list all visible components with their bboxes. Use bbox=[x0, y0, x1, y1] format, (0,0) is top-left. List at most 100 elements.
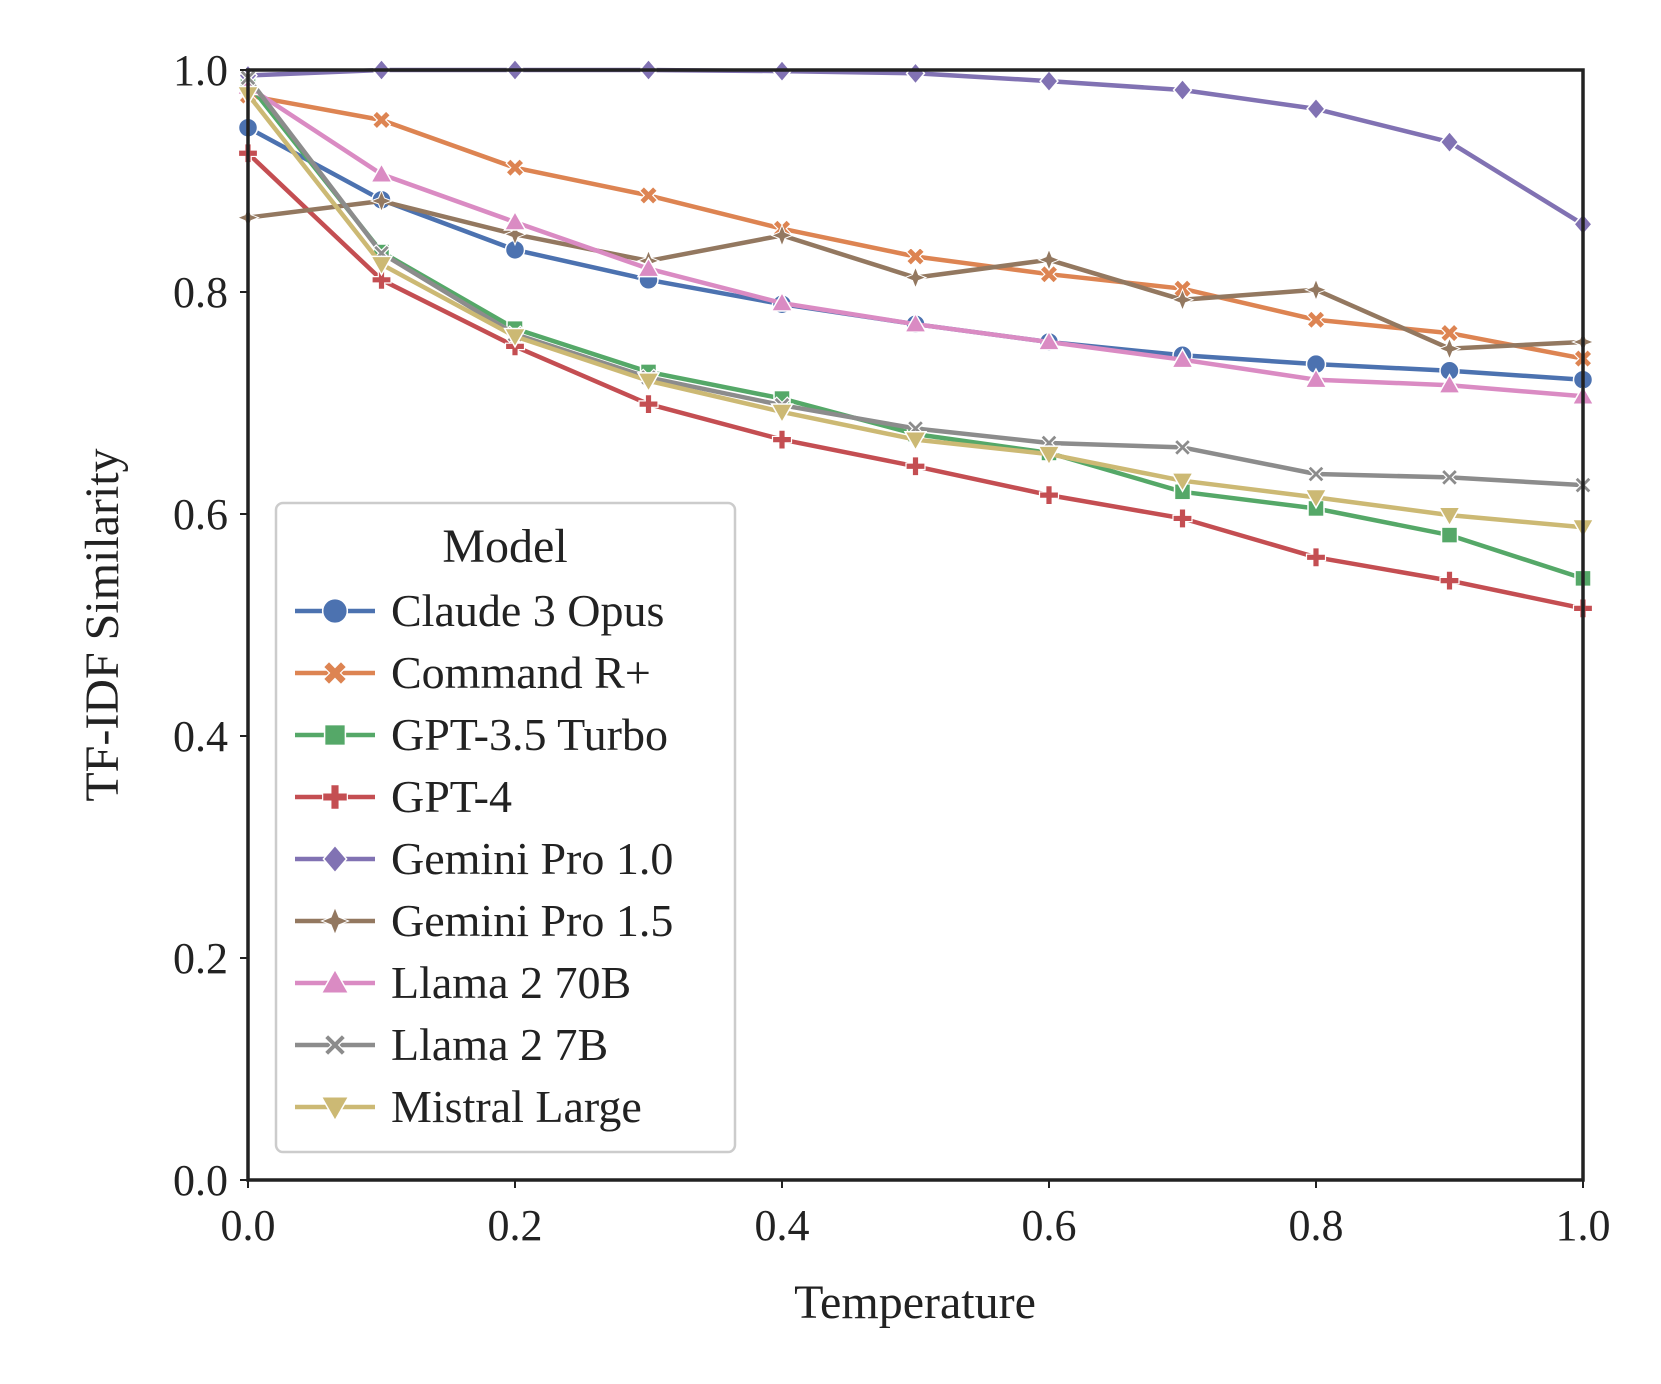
data-point bbox=[505, 157, 525, 178]
legend-item-mistral-large: Mistral Large bbox=[295, 1081, 642, 1132]
data-point bbox=[1304, 277, 1328, 302]
legend-swatch-marker bbox=[321, 597, 349, 625]
data-point bbox=[1039, 69, 1059, 93]
y-tick-label: 0.0 bbox=[173, 1156, 228, 1205]
data-point bbox=[1305, 547, 1327, 568]
data-point bbox=[503, 210, 527, 231]
data-point bbox=[1172, 78, 1193, 102]
data-point bbox=[903, 431, 928, 452]
data-point bbox=[770, 223, 794, 248]
y-axis-ticks: 0.0 0.2 0.4 0.6 0.8 1.0 bbox=[173, 46, 248, 1205]
y-tick-label: 0.6 bbox=[173, 490, 228, 539]
x-tick-label: 1.0 bbox=[1556, 1201, 1611, 1250]
data-point bbox=[638, 394, 659, 415]
data-point bbox=[1304, 367, 1328, 389]
y-tick-label: 1.0 bbox=[173, 46, 228, 95]
data-point bbox=[1437, 506, 1462, 528]
series-llama-2-70b bbox=[236, 74, 1595, 405]
data-point bbox=[1439, 130, 1460, 154]
legend-item-gemini-pro-1-0: Gemini Pro 1.0 bbox=[295, 833, 673, 884]
data-point bbox=[1037, 247, 1061, 272]
x-axis-ticks: 0.0 0.2 0.4 0.6 0.8 1.0 bbox=[221, 1180, 1611, 1250]
legend-item-claude-3-opus: Claude 3 Opus bbox=[295, 585, 664, 636]
legend-item-command-r: Command R+ bbox=[295, 647, 651, 698]
data-point bbox=[1173, 438, 1192, 457]
data-point bbox=[1437, 373, 1462, 394]
x-tick-label: 0.4 bbox=[755, 1201, 810, 1250]
data-point bbox=[1170, 287, 1195, 312]
data-point bbox=[1037, 329, 1061, 351]
legend: Model Claude 3 Opus Command R+ GPT-3.5 Tur… bbox=[274, 501, 737, 1154]
data-point bbox=[638, 185, 659, 206]
data-point bbox=[1439, 570, 1460, 591]
data-point bbox=[770, 291, 794, 312]
data-point bbox=[770, 403, 794, 424]
legend-box bbox=[274, 501, 737, 1154]
legend-swatch-marker bbox=[323, 723, 347, 747]
legend-swatch-marker bbox=[322, 844, 348, 874]
data-point bbox=[1172, 508, 1193, 529]
legend-label: GPT-3.5 Turbo bbox=[391, 709, 668, 760]
data-point bbox=[903, 265, 928, 290]
legend-label: Gemini Pro 1.5 bbox=[391, 895, 673, 946]
x-tick-label: 0.8 bbox=[1289, 1201, 1344, 1250]
x-axis-label: Temperature bbox=[794, 1276, 1036, 1329]
data-point bbox=[905, 456, 926, 477]
x-tick-label: 0.2 bbox=[488, 1201, 543, 1250]
data-point bbox=[903, 312, 928, 333]
legend-label: Mistral Large bbox=[391, 1081, 642, 1132]
legend-label: Llama 2 7B bbox=[391, 1019, 608, 1070]
data-point bbox=[1306, 97, 1326, 121]
data-point bbox=[1440, 526, 1459, 544]
data-point bbox=[1170, 472, 1195, 493]
data-point bbox=[1037, 445, 1061, 467]
y-tick-label: 0.2 bbox=[173, 934, 228, 983]
legend-label: Gemini Pro 1.0 bbox=[391, 833, 673, 884]
data-point bbox=[1440, 468, 1459, 487]
legend-swatch-marker bbox=[320, 967, 350, 994]
legend-label: Command R+ bbox=[391, 647, 651, 698]
data-point bbox=[1039, 264, 1059, 284]
data-point bbox=[1038, 485, 1060, 506]
y-tick-label: 0.4 bbox=[173, 712, 228, 761]
legend-item-gemini-pro-1-5: Gemini Pro 1.5 bbox=[295, 895, 673, 946]
legend-item-gpt-3-5-turbo: GPT-3.5 Turbo bbox=[295, 709, 668, 760]
legend-swatch-marker bbox=[320, 906, 350, 936]
legend-label: Claude 3 Opus bbox=[391, 585, 664, 636]
data-point bbox=[1437, 336, 1462, 361]
legend-item-llama-2-70b: Llama 2 70B bbox=[295, 957, 631, 1008]
data-point bbox=[1304, 488, 1328, 510]
legend-item-gpt-4: GPT-4 bbox=[295, 771, 512, 822]
legend-swatch-marker bbox=[323, 1033, 347, 1057]
data-point bbox=[371, 269, 392, 290]
data-point bbox=[369, 255, 394, 277]
legend-title: Model bbox=[442, 520, 567, 573]
data-point bbox=[636, 256, 661, 278]
data-point bbox=[1307, 465, 1325, 484]
legend-swatch-marker bbox=[320, 1096, 350, 1123]
legend-label: Llama 2 70B bbox=[391, 957, 631, 1008]
data-point bbox=[503, 327, 527, 349]
legend-swatch-marker bbox=[322, 784, 348, 810]
legend-items: Claude 3 Opus Command R+ GPT-3.5 Turbo GPT-… bbox=[295, 585, 673, 1132]
data-point bbox=[1306, 310, 1326, 330]
data-point bbox=[371, 110, 392, 130]
legend-item-llama-2-7b: Llama 2 7B bbox=[295, 1019, 608, 1070]
legend-label: GPT-4 bbox=[391, 771, 512, 822]
series-layer bbox=[236, 58, 1595, 619]
x-tick-label: 0.6 bbox=[1022, 1201, 1077, 1250]
data-point bbox=[369, 162, 394, 183]
legend-swatch-marker bbox=[322, 660, 348, 686]
y-tick-label: 0.8 bbox=[173, 268, 228, 317]
plot-frame bbox=[246, 68, 1585, 1182]
data-point bbox=[1170, 347, 1195, 369]
y-axis-label: TF-IDF Similarity bbox=[76, 448, 129, 801]
data-point bbox=[503, 222, 527, 247]
data-point bbox=[369, 189, 394, 213]
data-point bbox=[905, 246, 926, 267]
x-tick-label: 0.0 bbox=[221, 1201, 276, 1250]
data-point bbox=[636, 372, 661, 393]
data-point bbox=[1439, 323, 1460, 343]
data-point bbox=[771, 429, 793, 450]
